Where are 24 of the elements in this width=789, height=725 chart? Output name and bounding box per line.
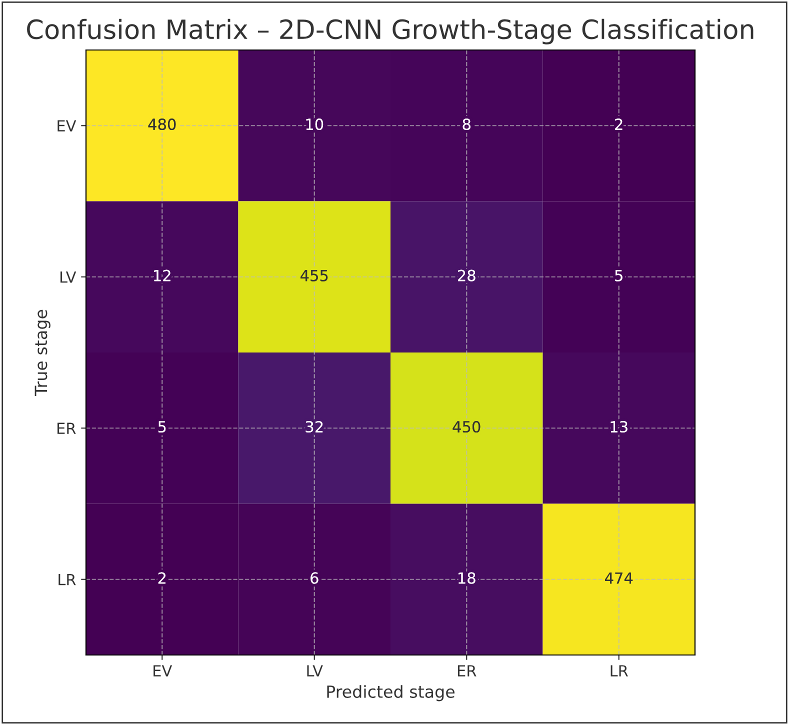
x-axis-title: Predicted stage xyxy=(327,685,455,702)
x-tick-label: LR xyxy=(610,665,628,676)
data-label: 8 xyxy=(462,118,470,130)
data-label: 13 xyxy=(610,421,628,433)
data-label: 10 xyxy=(306,118,324,130)
data-label: 6 xyxy=(310,572,318,584)
data-label: 32 xyxy=(306,421,323,433)
data-label: 2 xyxy=(615,118,622,130)
data-label: 480 xyxy=(148,118,176,130)
data-label: 5 xyxy=(158,421,166,433)
y-tick-label: LR xyxy=(58,574,76,586)
chart-title: Confusion Matrix – 2D-CNN Growth-Stage Classification xyxy=(27,18,754,44)
data-label: 12 xyxy=(154,270,170,282)
y-tick-label: EV xyxy=(58,120,76,132)
y-tick-label: ER xyxy=(58,422,76,434)
y-axis-title: True stage xyxy=(34,310,50,396)
data-label: 2 xyxy=(158,572,166,584)
x-tick-label: ER xyxy=(458,665,476,676)
x-tick-label: LV xyxy=(307,665,323,676)
data-label: 28 xyxy=(458,270,476,282)
data-label: 5 xyxy=(615,270,622,282)
y-tick-label: LV xyxy=(60,272,76,283)
data-label: 18 xyxy=(458,572,476,584)
x-tick-label: EV xyxy=(154,665,172,676)
